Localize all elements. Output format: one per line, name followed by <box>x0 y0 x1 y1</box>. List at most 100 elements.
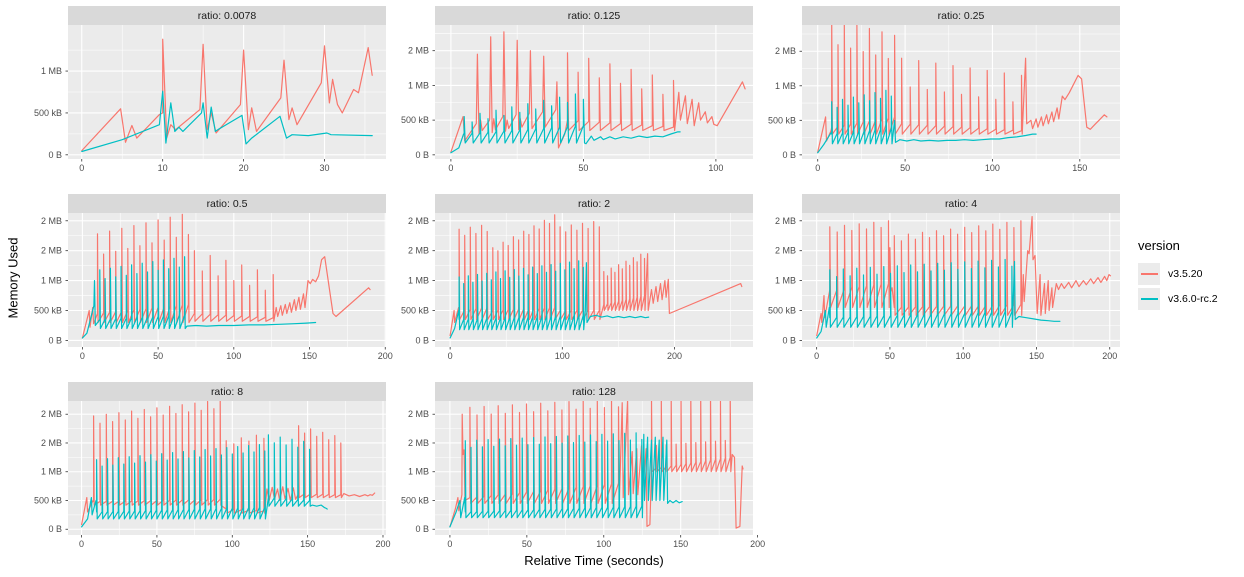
facet-strip-label: ratio: 0.5 <box>207 198 248 210</box>
facet-strip <box>802 6 1120 25</box>
y-tick-label: 1 MB <box>41 276 62 286</box>
x-axis-title: Relative Time (seconds) <box>524 553 664 568</box>
x-tick-label: 200 <box>750 539 765 549</box>
series-line-v3.5.20 <box>817 25 1108 153</box>
legend-key-line-icon <box>1140 273 1158 275</box>
y-tick-label: 2 MB <box>408 46 429 56</box>
y-tick-label: 2 MB <box>775 46 796 56</box>
y-tick-label: 1 MB <box>775 81 796 91</box>
x-tick-label: 50 <box>900 163 910 173</box>
facet-ratio-128: ratio: 128 0 50 100 150 200 0 B 500 kB 1 MB 2 MB 2… <box>401 382 765 549</box>
facet-ratio-0.125: ratio: 0.125 0 50 100 0 B 500 kB 1 MB 2 MB <box>401 6 753 173</box>
series-line-v3.5.20 <box>450 31 746 153</box>
facet-strip <box>68 6 386 25</box>
y-tick-label: 2 MB <box>408 216 429 226</box>
x-tick-label: 50 <box>152 539 162 549</box>
x-tick-label: 50 <box>522 539 532 549</box>
facet-ratio-8: ratio: 8 0 50 100 150 200 0 B 500 kB 1 MB 2 MB 2 M… <box>34 382 391 549</box>
x-tick-label: 0 <box>448 163 453 173</box>
x-tick-label: 0 <box>815 163 820 173</box>
facet-strip-label: ratio: 0.25 <box>938 10 985 22</box>
y-tick-label: 2 MB <box>41 246 62 256</box>
facet-strip-label: ratio: 0.0078 <box>198 10 257 22</box>
x-tick-label: 100 <box>225 539 240 549</box>
facet-ratio-0.25: ratio: 0.25 0 50 100 150 0 B 500 kB 1 MB 2 MB <box>768 6 1120 173</box>
x-tick-label: 150 <box>302 351 317 361</box>
y-tick-label: 2 MB <box>775 246 796 256</box>
y-tick-label: 0 B <box>48 524 62 534</box>
facet-strip <box>435 382 753 401</box>
y-tick-label: 0 B <box>415 150 429 160</box>
legend-item: v3.5.20 <box>1138 263 1242 285</box>
y-tick-label: 2 MB <box>41 438 62 448</box>
y-tick-label: 0 B <box>48 335 62 345</box>
facet-strip-label: ratio: 0.125 <box>568 10 621 22</box>
y-tick-label: 500 kB <box>34 108 62 118</box>
x-tick-label: 0 <box>448 351 453 361</box>
x-tick-label: 100 <box>226 351 241 361</box>
x-tick-label: 150 <box>1029 351 1044 361</box>
facet-ratio-4: ratio: 4 0 50 100 150 200 0 B 500 kB 1 MB 2 MB 2 M… <box>768 194 1120 361</box>
y-tick-label: 2 MB <box>775 216 796 226</box>
facet-ratio-0.0078: ratio: 0.0078 0 10 20 30 0 B 500 kB 1 MB <box>34 6 386 173</box>
y-tick-label: 1 MB <box>408 276 429 286</box>
y-tick-label: 0 B <box>48 150 62 160</box>
legend: version v3.5.20 v3.6.0-rc.2 <box>1138 238 1242 313</box>
y-tick-label: 0 B <box>782 150 796 160</box>
y-tick-label: 2 MB <box>408 409 429 419</box>
facet-strip <box>68 382 386 401</box>
x-tick-label: 30 <box>319 163 329 173</box>
y-tick-label: 1 MB <box>775 276 796 286</box>
x-tick-label: 100 <box>985 163 1000 173</box>
y-tick-label: 500 kB <box>34 306 62 316</box>
x-tick-label: 200 <box>1102 351 1117 361</box>
series-line-v3.6.0-rc.2 <box>816 258 1061 339</box>
x-tick-label: 150 <box>673 539 688 549</box>
y-tick-label: 1 MB <box>408 80 429 90</box>
y-tick-label: 0 B <box>415 524 429 534</box>
legend-items: v3.5.20 v3.6.0-rc.2 <box>1138 263 1242 310</box>
x-tick-label: 10 <box>158 163 168 173</box>
series-line-v3.6.0-rc.2 <box>817 89 1037 154</box>
x-tick-label: 50 <box>578 163 588 173</box>
y-tick-label: 500 kB <box>768 115 796 125</box>
panel-background <box>802 213 1120 347</box>
legend-item-label: v3.6.0-rc.2 <box>1168 293 1218 305</box>
facet-ratio-0.5: ratio: 0.5 0 50 100 150 200 0 B 500 kB 1 MB 2 MB 2… <box>34 194 393 361</box>
x-tick-label: 100 <box>956 351 971 361</box>
legend-key <box>1138 288 1160 310</box>
y-tick-label: 0 B <box>415 335 429 345</box>
x-tick-label: 100 <box>555 351 570 361</box>
facet-strip-label: ratio: 2 <box>578 198 610 210</box>
x-tick-label: 0 <box>447 539 452 549</box>
series-line-v3.5.20 <box>449 214 743 337</box>
panel-background <box>435 25 753 159</box>
series-line-v3.6.0-rc.2 <box>449 432 683 528</box>
y-tick-label: 500 kB <box>401 495 429 505</box>
series-line-v3.6.0-rc.2 <box>80 434 328 528</box>
y-tick-label: 2 MB <box>408 438 429 448</box>
legend-key-line-icon <box>1140 298 1158 300</box>
facet-ratio-2: ratio: 2 0 100 200 0 B 500 kB 1 MB 2 MB 2 MB <box>401 194 753 361</box>
facet-strip <box>802 194 1120 213</box>
x-tick-label: 50 <box>153 351 163 361</box>
y-tick-label: 1 MB <box>408 467 429 477</box>
facet-strip <box>435 194 753 213</box>
x-tick-label: 0 <box>80 351 85 361</box>
x-tick-label: 100 <box>708 163 723 173</box>
x-tick-label: 0 <box>814 351 819 361</box>
x-tick-label: 0 <box>79 163 84 173</box>
panel-background <box>802 25 1120 159</box>
legend-item-label: v3.5.20 <box>1168 268 1203 280</box>
y-tick-label: 0 B <box>782 335 796 345</box>
series-line-v3.6.0-rc.2 <box>81 256 317 339</box>
series-line-v3.5.20 <box>81 213 371 339</box>
y-tick-label: 1 MB <box>41 66 62 76</box>
x-tick-label: 200 <box>667 351 682 361</box>
y-tick-label: 500 kB <box>401 115 429 125</box>
x-tick-label: 50 <box>885 351 895 361</box>
series-line-v3.6.0-rc.2 <box>450 93 681 154</box>
facet-strip-label: ratio: 128 <box>572 386 616 398</box>
